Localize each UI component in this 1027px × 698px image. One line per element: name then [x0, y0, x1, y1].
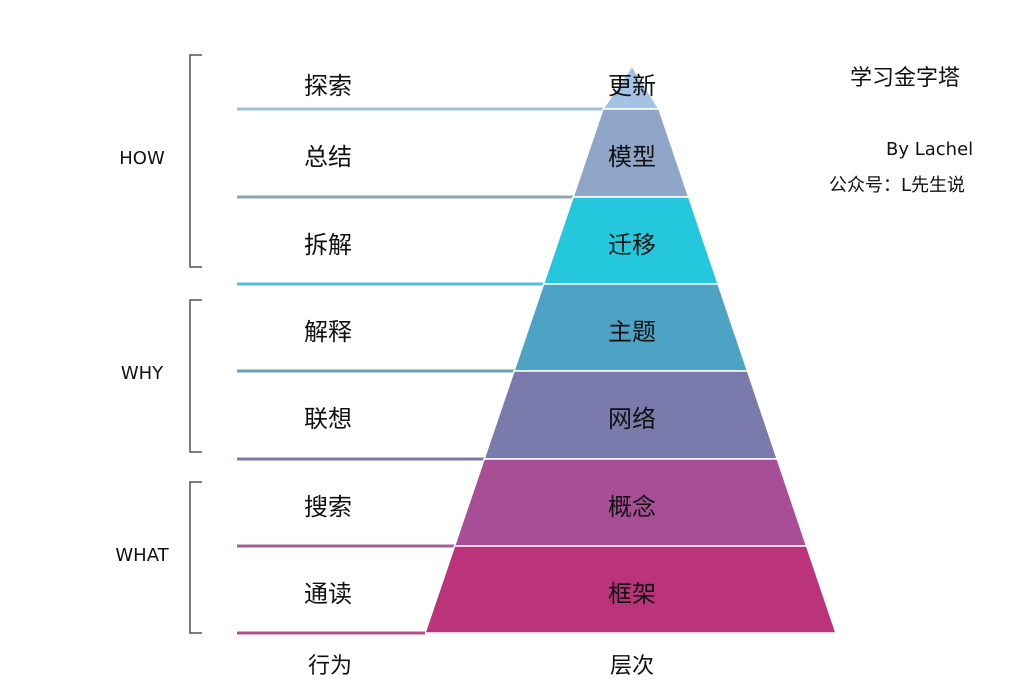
level-column-label: 层次 [610, 654, 655, 679]
level-label: 概念 [608, 492, 656, 521]
behavior-column-label: 行为 [308, 654, 353, 679]
level-label: 模型 [608, 143, 656, 171]
level-label: 更新 [608, 71, 656, 100]
group-label: WHAT [115, 544, 169, 566]
behavior-label: 通读 [304, 579, 352, 608]
group-label: HOW [119, 148, 165, 169]
pyramid-layer [423, 545, 838, 634]
level-label: 网络 [608, 405, 656, 433]
level-label: 迁移 [608, 230, 656, 259]
behavior-label: 拆解 [304, 230, 352, 259]
group-bracket [189, 481, 202, 634]
group-bracket [189, 54, 202, 268]
behavior-label: 总结 [304, 143, 352, 171]
account-credit: 公众号：L先生说 [829, 175, 966, 196]
behavior-label: 联想 [304, 405, 352, 433]
behavior-label: 探索 [304, 71, 352, 100]
behavior-label: 搜索 [304, 492, 352, 521]
level-label: 框架 [608, 579, 656, 608]
author-credit: By Lachel [886, 139, 974, 160]
level-label: 主题 [608, 317, 656, 346]
group-bracket [189, 299, 202, 453]
diagram-title: 学习金字塔 [850, 66, 961, 91]
behavior-label: 解释 [304, 317, 352, 346]
group-label: WHY [120, 363, 164, 384]
